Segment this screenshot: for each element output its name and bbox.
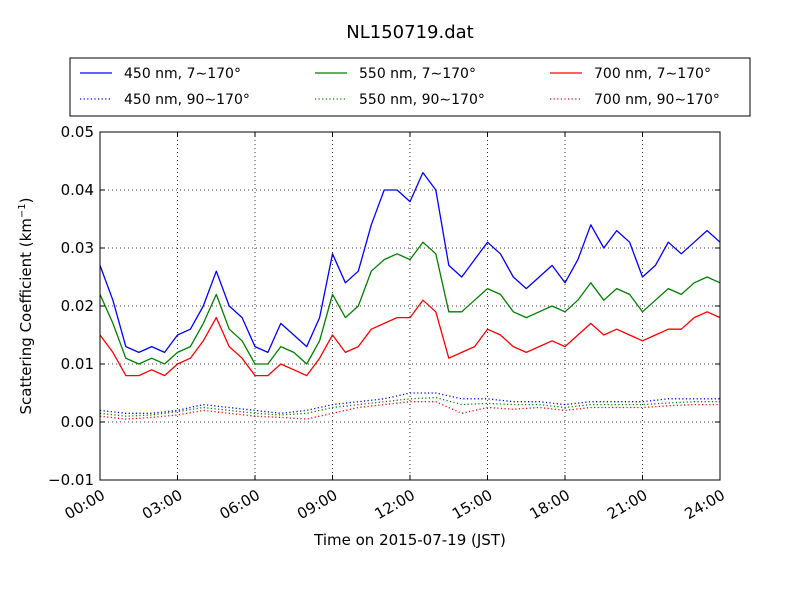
x-tick-label: 12:00: [372, 486, 418, 523]
y-tick-label: 0.03: [61, 239, 94, 257]
y-axis-label-exp: −1: [17, 203, 28, 218]
x-tick-label: 06:00: [217, 486, 263, 523]
legend: 450 nm, 7∼170° 450 nm, 90∼170° 550 nm, 7∼1…: [69, 57, 751, 117]
series-line-0: [99, 171, 721, 354]
x-axis: 00:00 03:00 06:00 09:00 12:00 15:00 18:00 21:00…: [62, 132, 728, 523]
chart-title: NL150719.dat: [346, 22, 473, 43]
series-line-3: [99, 392, 720, 414]
x-tick-label: 00:00: [62, 486, 108, 523]
series-line-2: [99, 299, 721, 377]
y-tick-label: −0.01: [48, 471, 94, 489]
legend-box: [69, 57, 751, 117]
y-axis-label-main: Scattering Coefficient (km: [17, 218, 35, 414]
x-axis-label: Time on 2015-07-19 (JST): [313, 531, 506, 549]
x-tick-label: 15:00: [449, 486, 495, 523]
y-tick-label: 0.02: [61, 297, 94, 315]
x-tick-label: 24:00: [682, 486, 728, 523]
y-axis-label: Scattering Coefficient (km−1): [17, 197, 35, 414]
y-tick-label: 0.00: [61, 413, 94, 431]
series-layer: [99, 171, 721, 420]
x-tick-label: 21:00: [604, 486, 650, 523]
y-tick-label: 0.04: [61, 181, 94, 199]
y-axis-label-close: ): [17, 197, 35, 203]
y-tick-label: 0.05: [61, 123, 94, 141]
y-tick-label: 0.01: [61, 355, 94, 373]
legend-label: 450 nm, 90∼170°: [124, 92, 250, 108]
legend-label: 700 nm, 7∼170°: [594, 66, 711, 82]
legend-label: 550 nm, 90∼170°: [359, 92, 485, 108]
series-line-1: [99, 241, 721, 365]
x-tick-label: 18:00: [527, 486, 573, 523]
legend-label: 700 nm, 90∼170°: [594, 92, 720, 108]
y-axis: −0.01 0.00 0.01 0.02 0.03 0.04 0.05: [48, 123, 720, 489]
x-tick-label: 03:00: [139, 486, 185, 523]
legend-label: 550 nm, 7∼170°: [359, 66, 476, 82]
series-line-5: [99, 401, 720, 420]
legend-label: 450 nm, 7∼170°: [124, 66, 241, 82]
x-tick-label: 09:00: [294, 486, 340, 523]
grid: [100, 132, 720, 480]
